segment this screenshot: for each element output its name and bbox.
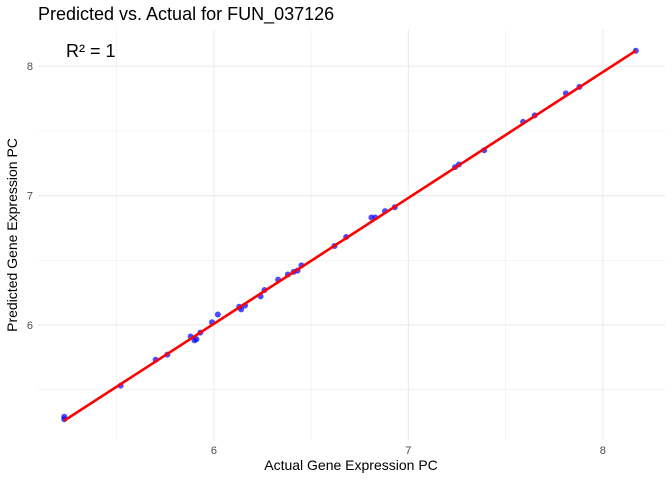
y-axis-label: Predicted Gene Expression PC — [4, 138, 20, 332]
x-axis-label: Actual Gene Expression PC — [264, 457, 438, 473]
data-point — [193, 336, 200, 343]
r-squared-annotation: R² = 1 — [66, 41, 116, 61]
chart-title: Predicted vs. Actual for FUN_037126 — [38, 4, 334, 25]
y-tick-label: 8 — [27, 61, 33, 73]
tick-labels: 6 7 8 6 7 8 — [27, 61, 606, 457]
x-tick-label: 6 — [211, 445, 217, 457]
y-tick-label: 6 — [27, 320, 33, 332]
x-tick-label: 8 — [600, 445, 606, 457]
x-tick-label: 7 — [405, 445, 411, 457]
fit-line-group — [63, 49, 637, 422]
y-tick-label: 7 — [27, 191, 33, 203]
grid — [38, 30, 665, 440]
regression-line — [63, 49, 637, 422]
data-point — [214, 311, 221, 318]
